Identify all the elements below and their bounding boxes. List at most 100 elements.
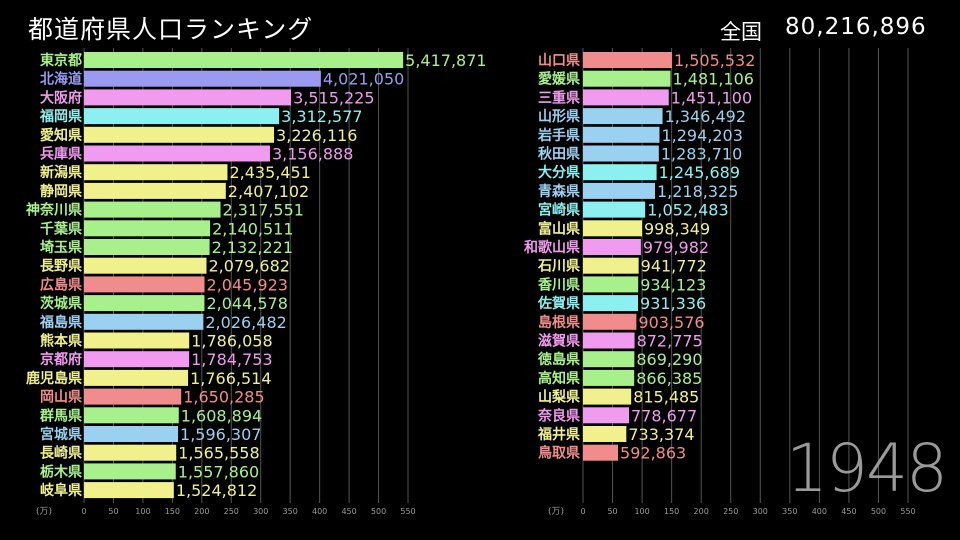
left-category-label: 宮城県	[40, 426, 82, 443]
left-category-label: 神奈川県	[26, 202, 82, 219]
left-tick-label: 200	[194, 507, 209, 516]
left-bar	[84, 388, 182, 405]
right-category-label: 三重県	[538, 89, 580, 106]
left-tick-label: 250	[224, 507, 239, 516]
left-category-label: 群馬県	[39, 407, 82, 424]
right-bar	[583, 369, 635, 386]
right-value-label: 1,451,100	[671, 88, 752, 107]
left-bar	[84, 70, 321, 87]
left-value-label: 2,140,511	[212, 219, 293, 238]
right-bar	[583, 444, 619, 461]
total-label: 全国	[720, 20, 762, 44]
right-bar	[583, 164, 657, 181]
right-bar	[583, 332, 635, 349]
left-bar	[84, 220, 211, 237]
right-value-label: 815,485	[633, 388, 699, 407]
left-value-label: 3,515,225	[293, 88, 374, 107]
left-bar	[84, 351, 190, 368]
right-bar	[583, 295, 639, 312]
right-tick-label: 250	[723, 507, 738, 516]
left-category-label: 岐阜県	[40, 482, 82, 499]
right-category-label: 徳島県	[537, 351, 580, 368]
left-tick-label: 450	[341, 507, 356, 516]
left-bar	[84, 426, 179, 442]
right-value-label: 1,218,325	[657, 182, 738, 201]
right-category-label: 青森県	[538, 183, 580, 200]
right-value-label: 941,772	[641, 257, 707, 276]
left-bar	[84, 295, 205, 312]
right-bar	[583, 276, 639, 293]
right-category-label: 福井県	[537, 426, 580, 443]
left-category-label: 埼玉県	[40, 239, 82, 256]
left-category-label: 千葉県	[40, 220, 82, 237]
right-bar	[583, 70, 671, 87]
right-category-label: 山形県	[538, 108, 580, 125]
left-tick-label: 300	[253, 507, 268, 516]
left-value-label: 2,317,551	[223, 201, 304, 220]
left-category-label: 長崎県	[40, 445, 82, 462]
right-value-label: 778,677	[631, 406, 697, 425]
left-category-label: 大阪府	[40, 89, 82, 106]
left-category-label: 北海道	[40, 71, 82, 88]
year-label: 1948	[786, 430, 948, 507]
left-bar	[84, 463, 176, 480]
left-value-label: 4,021,050	[323, 70, 404, 89]
total-population-value: 80,216,896	[785, 14, 927, 40]
left-tick-label: 50	[108, 507, 118, 516]
left-category-label: 鹿児島県	[25, 370, 82, 387]
left-value-label: 2,435,451	[229, 163, 310, 182]
left-category-label: 広島県	[40, 276, 82, 293]
left-value-label: 1,784,753	[191, 350, 272, 369]
right-tick-label: 500	[871, 507, 886, 516]
right-tick-label: 400	[812, 507, 827, 516]
left-bar	[84, 182, 226, 199]
left-bar	[84, 126, 275, 143]
left-value-label: 2,132,221	[212, 238, 293, 257]
right-bar	[583, 89, 669, 106]
right-category-label: 秋田県	[538, 146, 580, 163]
right-category-label: 島根県	[538, 314, 580, 331]
right-axis-unit: (万)	[548, 507, 564, 517]
right-value-label: 1,052,483	[647, 201, 728, 220]
right-value-label: 934,123	[640, 275, 706, 294]
right-bar	[583, 239, 641, 255]
left-bar	[84, 239, 210, 255]
right-category-label: 滋賀県	[538, 333, 580, 350]
right-category-label: 岩手県	[537, 127, 580, 144]
page-title: 都道府県人口ランキング	[28, 15, 314, 44]
right-value-label: 979,982	[643, 238, 709, 257]
right-value-label: 903,576	[638, 313, 704, 332]
right-value-label: 872,775	[637, 332, 703, 351]
right-tick-label: 150	[664, 507, 679, 516]
left-bar	[84, 201, 221, 218]
right-value-label: 592,863	[620, 444, 686, 463]
left-category-label: 福岡県	[39, 108, 82, 125]
right-bar	[583, 201, 646, 218]
left-category-label: 栃木県	[40, 463, 82, 480]
right-tick-label: 450	[841, 507, 856, 516]
left-category-label: 長野県	[40, 259, 82, 275]
right-value-label: 998,349	[644, 219, 710, 238]
right-value-label: 1,245,689	[659, 163, 740, 182]
left-bar	[84, 482, 174, 499]
left-bar	[84, 276, 205, 293]
left-tick-label: 550	[400, 507, 415, 516]
right-value-label: 1,294,203	[661, 126, 742, 145]
left-bar	[84, 407, 179, 424]
left-value-label: 3,226,116	[276, 126, 357, 145]
left-bar	[84, 145, 270, 162]
right-bar	[583, 313, 637, 330]
left-bar	[84, 332, 190, 349]
left-value-label: 5,417,871	[405, 51, 486, 70]
right-category-label: 香川県	[537, 276, 580, 293]
left-category-label: 茨城県	[40, 295, 82, 312]
left-tick-label: 0	[81, 507, 86, 516]
left-bar	[84, 164, 228, 181]
left-value-label: 1,557,860	[178, 462, 259, 481]
right-category-label: 和歌山県	[524, 239, 580, 256]
left-bar	[84, 108, 280, 125]
left-category-label: 静岡県	[40, 183, 82, 200]
left-value-label: 1,524,812	[176, 481, 257, 500]
right-tick-label: 50	[607, 507, 617, 516]
